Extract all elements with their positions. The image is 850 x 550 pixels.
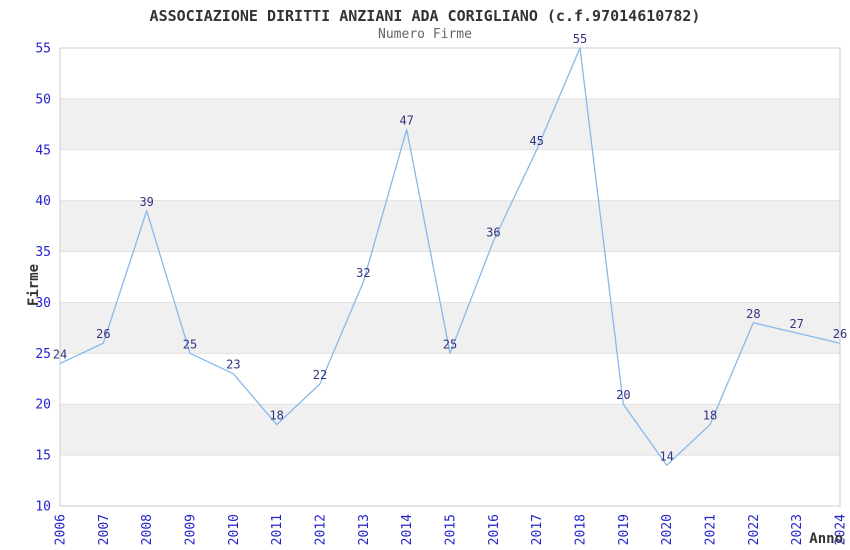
data-label: 22 (313, 368, 327, 382)
chart-title: ASSOCIAZIONE DIRITTI ANZIANI ADA CORIGLI… (149, 7, 701, 25)
grid-band (60, 404, 840, 456)
chart-subtitle: Numero Firme (378, 27, 472, 42)
x-tick-label: 2016 (487, 514, 502, 545)
y-tick-label: 45 (35, 143, 51, 158)
data-label: 39 (139, 195, 153, 209)
data-label: 32 (356, 266, 370, 280)
y-tick-label: 15 (35, 449, 51, 464)
y-tick-label: 30 (35, 296, 51, 311)
data-label: 47 (399, 113, 413, 127)
data-label: 26 (96, 327, 110, 341)
x-axis-title: Anno (809, 531, 843, 547)
data-label: 28 (746, 307, 760, 321)
x-tick-label: 2023 (790, 514, 805, 545)
y-axis-title: Firme (26, 264, 42, 306)
x-tick-label: 2014 (400, 514, 415, 545)
data-label: 18 (703, 409, 717, 423)
series-line (59, 47, 841, 466)
y-tick-label: 10 (35, 500, 51, 515)
data-label: 45 (529, 134, 543, 148)
y-tick-label: 35 (35, 245, 51, 260)
grid-band (60, 302, 840, 354)
data-label: 24 (53, 348, 67, 362)
y-tick-label: 40 (35, 194, 51, 209)
x-tick-label: 2015 (444, 514, 459, 545)
y-tick-label: 50 (35, 92, 51, 107)
x-tick-label: 2018 (574, 514, 589, 545)
x-tick-label: 2013 (357, 514, 372, 545)
data-label: 26 (833, 327, 847, 341)
y-tick-label: 25 (35, 347, 51, 362)
data-label: 20 (616, 388, 630, 402)
x-tick-label: 2009 (184, 514, 199, 545)
x-tick-label: 2022 (747, 514, 762, 545)
data-label: 25 (443, 337, 457, 351)
x-tick-label: 2008 (140, 514, 155, 545)
x-tick-label: 2011 (270, 514, 285, 545)
x-tick-label: 2017 (530, 514, 545, 545)
data-label: 23 (226, 358, 240, 372)
grid-band (60, 98, 840, 150)
data-label: 25 (183, 337, 197, 351)
data-label: 14 (659, 449, 673, 463)
x-tick-label: 2007 (97, 514, 112, 545)
plot-border (59, 47, 841, 507)
x-tick-label: 2019 (617, 514, 632, 545)
x-tick-label: 2012 (314, 514, 329, 545)
y-tick-label: 55 (35, 42, 51, 57)
data-label: 18 (269, 409, 283, 423)
data-label: 55 (573, 32, 587, 46)
x-tick-label: 2024 (834, 514, 849, 545)
x-tick-label: 2020 (660, 514, 675, 545)
x-tick-label: 2021 (704, 514, 719, 545)
x-tick-label: 2010 (227, 514, 242, 545)
data-label: 36 (486, 225, 500, 239)
grid-band (60, 200, 840, 252)
data-label: 27 (789, 317, 803, 331)
y-tick-label: 20 (35, 398, 51, 413)
x-tick-label: 2006 (54, 514, 69, 545)
